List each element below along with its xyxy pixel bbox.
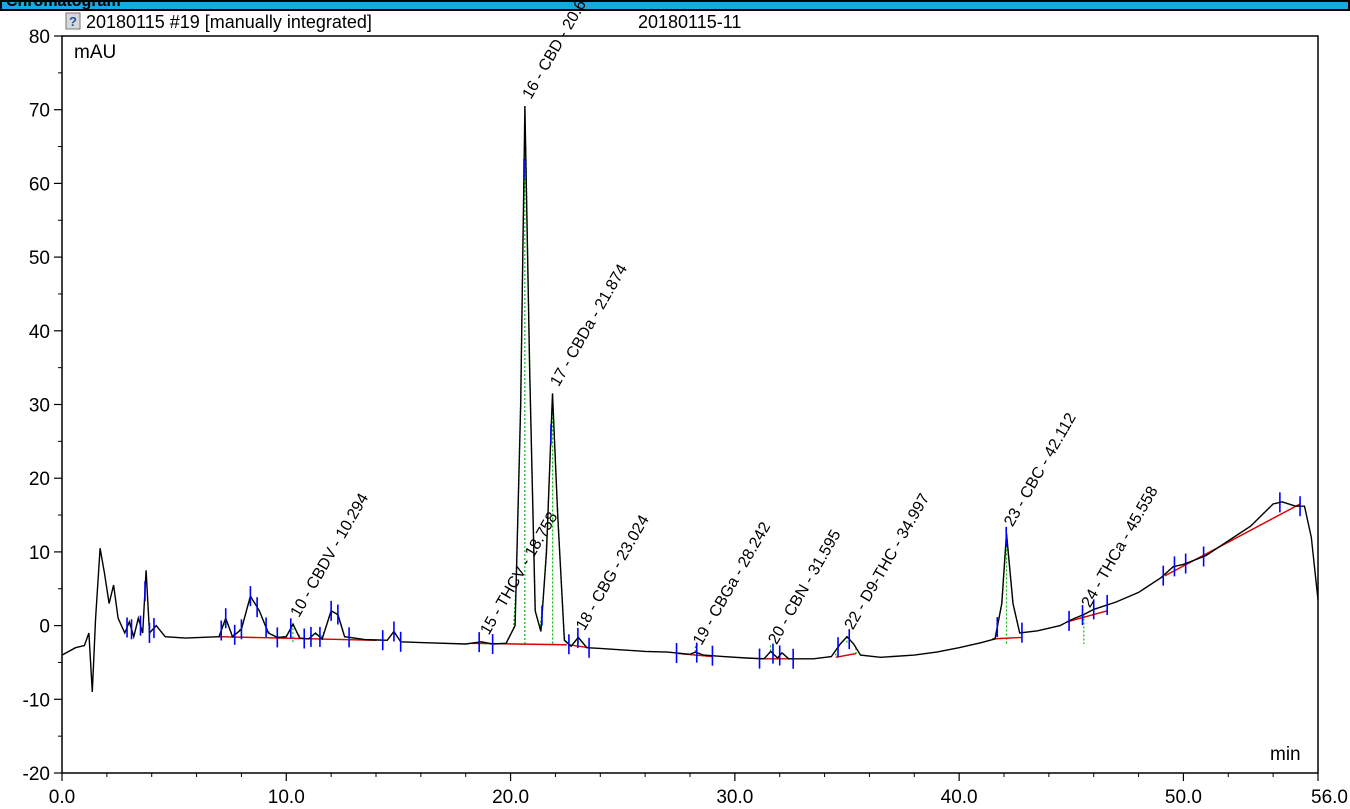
x-axis: 0.0 10.0 20.0 30.0 40.0 50.0 56.0 <box>49 773 1348 808</box>
y-tick-label: -10 <box>23 690 50 711</box>
baseline-segment <box>470 642 567 646</box>
peak-label: 17 - CBDa - 21.874 <box>547 261 631 389</box>
x-tick-label: 0.0 <box>49 787 75 808</box>
peak-labels: 10 - CBDV - 10.294 15 - THCV - 18.758 16 -… <box>288 0 1162 648</box>
x-tick-label: 10.0 <box>268 787 305 808</box>
y-tick-label: -20 <box>23 764 50 785</box>
y-axis: 80 70 60 50 40 30 20 10 0 -10 -20 <box>23 27 62 785</box>
peak-label: 22 - D9-THC - 34.997 <box>842 491 934 633</box>
x-tick-label: 50.0 <box>1165 787 1202 808</box>
panel-title: Chromatogram <box>6 0 121 10</box>
chart-header: ? 20180115 #19 [manually integrated] 201… <box>65 12 741 32</box>
peak-label: 20 - CBN - 31.595 <box>765 527 844 647</box>
x-tick-label: 20.0 <box>492 787 529 808</box>
baseline-segment <box>1165 503 1301 577</box>
peak-fills <box>218 106 1301 660</box>
y-tick-label: 20 <box>29 469 50 490</box>
baseline-segment <box>992 636 1022 640</box>
peak-label: 10 - CBDV - 10.294 <box>288 491 373 621</box>
help-question-icon[interactable] <box>65 12 81 30</box>
y-axis-label: mAU <box>74 42 116 63</box>
peak-label: 15 - THCV - 18.758 <box>477 509 561 637</box>
chromatogram-trace <box>61 105 1319 692</box>
peak-label: 24 - THCa - 45.558 <box>1079 484 1162 611</box>
peak-label: 23 - CBC - 42.112 <box>1001 410 1080 529</box>
y-tick-label: 10 <box>29 543 50 564</box>
sample-name: 20180115 #19 [manually integrated] <box>86 12 372 32</box>
y-tick-label: 50 <box>29 248 50 269</box>
plot-frame <box>61 35 1319 774</box>
panel-title-bar: Chromatogram <box>0 0 1350 11</box>
integration-markers <box>126 158 1301 669</box>
x-tick-label: 30.0 <box>716 787 753 808</box>
baseline-segment <box>1066 610 1108 623</box>
x-tick-label: 40.0 <box>941 787 978 808</box>
y-tick-label: 30 <box>29 396 50 417</box>
peak-label: 18 - CBG - 23.024 <box>573 512 653 633</box>
baseline-segment <box>835 652 857 658</box>
peak-label: 19 - CBGa - 28.242 <box>690 519 774 648</box>
x-tick-label: 56.0 <box>1311 787 1348 808</box>
y-tick-label: 80 <box>29 27 50 48</box>
peak-label: 16 - CBD - 20.636 <box>520 0 599 102</box>
y-tick-label: 60 <box>29 174 50 195</box>
y-tick-label: 40 <box>29 322 50 343</box>
y-tick-label: 0 <box>39 617 50 638</box>
x-axis-label: min <box>1270 744 1301 765</box>
run-id: 20180115-11 <box>638 12 741 32</box>
help-question-icon-glyph: ? <box>69 14 77 29</box>
y-tick-label: 70 <box>29 101 50 122</box>
